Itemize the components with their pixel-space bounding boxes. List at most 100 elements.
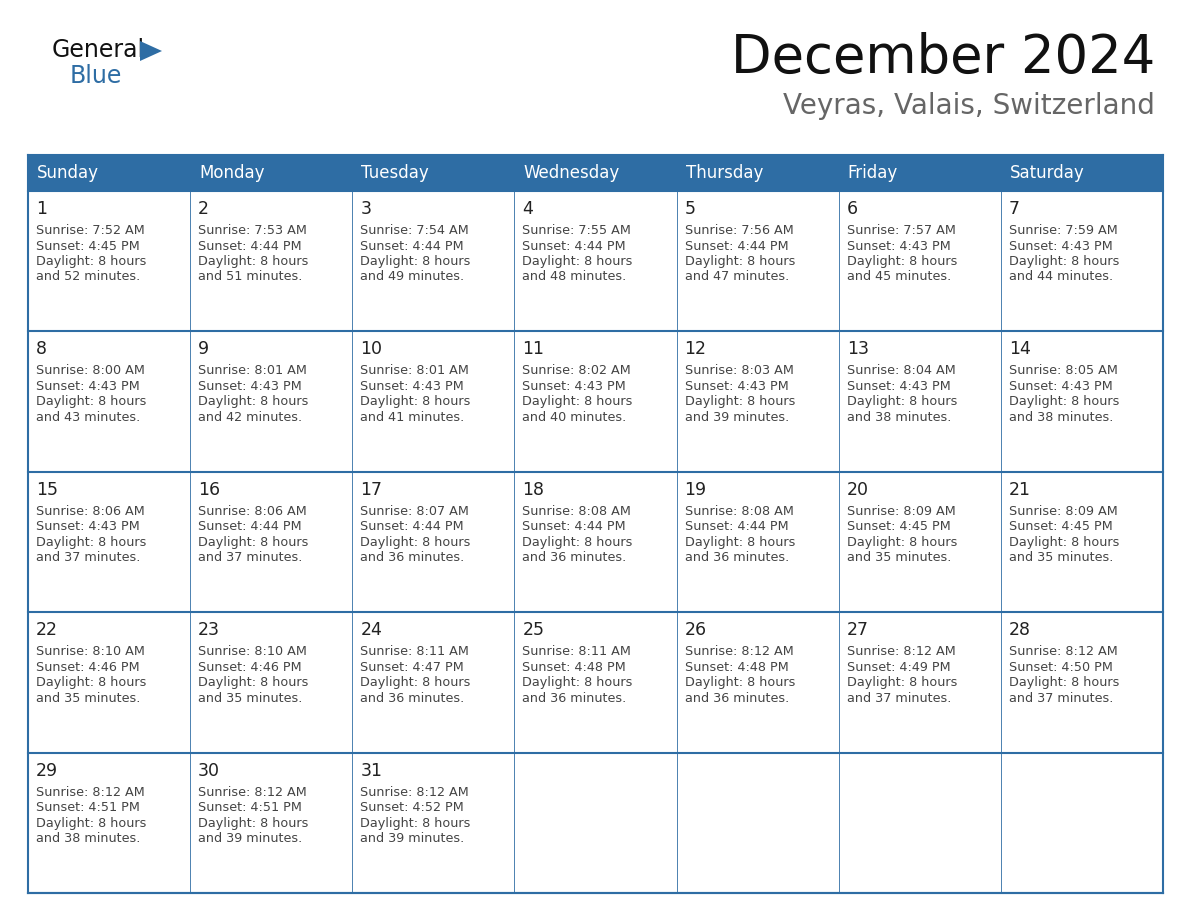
Text: and 52 minutes.: and 52 minutes. xyxy=(36,271,140,284)
Bar xyxy=(514,612,677,753)
Text: 29: 29 xyxy=(36,762,58,779)
Bar xyxy=(1000,612,1163,753)
Text: Daylight: 8 hours: Daylight: 8 hours xyxy=(360,817,470,830)
Text: Daylight: 8 hours: Daylight: 8 hours xyxy=(847,255,958,268)
Text: Sunrise: 8:05 AM: Sunrise: 8:05 AM xyxy=(1009,364,1118,377)
Text: 14: 14 xyxy=(1009,341,1031,358)
Text: Wednesday: Wednesday xyxy=(524,164,620,182)
Text: 3: 3 xyxy=(360,200,372,218)
Text: Sunset: 4:44 PM: Sunset: 4:44 PM xyxy=(198,521,302,533)
Text: Sunset: 4:44 PM: Sunset: 4:44 PM xyxy=(523,521,626,533)
Text: and 35 minutes.: and 35 minutes. xyxy=(36,691,140,705)
Text: Sunset: 4:44 PM: Sunset: 4:44 PM xyxy=(198,240,302,252)
Text: 1: 1 xyxy=(36,200,48,218)
Bar xyxy=(29,753,190,893)
Text: Daylight: 8 hours: Daylight: 8 hours xyxy=(360,396,470,409)
Text: Daylight: 8 hours: Daylight: 8 hours xyxy=(847,536,958,549)
Bar xyxy=(190,472,353,612)
Text: Sunset: 4:52 PM: Sunset: 4:52 PM xyxy=(360,801,465,814)
Bar xyxy=(839,331,1000,472)
Text: Sunset: 4:43 PM: Sunset: 4:43 PM xyxy=(523,380,626,393)
Text: and 45 minutes.: and 45 minutes. xyxy=(847,271,950,284)
Bar xyxy=(514,155,677,191)
Text: 5: 5 xyxy=(684,200,695,218)
Bar xyxy=(514,472,677,612)
Text: Sunrise: 8:12 AM: Sunrise: 8:12 AM xyxy=(36,786,145,799)
Text: 12: 12 xyxy=(684,341,707,358)
Text: 22: 22 xyxy=(36,621,58,639)
Text: Sunset: 4:43 PM: Sunset: 4:43 PM xyxy=(36,521,140,533)
Text: 26: 26 xyxy=(684,621,707,639)
Text: Sunrise: 7:59 AM: Sunrise: 7:59 AM xyxy=(1009,224,1118,237)
Text: Daylight: 8 hours: Daylight: 8 hours xyxy=(198,817,309,830)
Text: Sunrise: 8:06 AM: Sunrise: 8:06 AM xyxy=(36,505,145,518)
Text: and 37 minutes.: and 37 minutes. xyxy=(1009,691,1113,705)
Polygon shape xyxy=(140,41,162,61)
Text: Sunset: 4:43 PM: Sunset: 4:43 PM xyxy=(1009,380,1113,393)
Text: Sunset: 4:45 PM: Sunset: 4:45 PM xyxy=(1009,521,1113,533)
Bar xyxy=(677,612,839,753)
Bar xyxy=(190,331,353,472)
Text: Daylight: 8 hours: Daylight: 8 hours xyxy=(360,536,470,549)
Text: Monday: Monday xyxy=(200,164,265,182)
Text: Sunset: 4:48 PM: Sunset: 4:48 PM xyxy=(523,661,626,674)
Text: Sunrise: 8:12 AM: Sunrise: 8:12 AM xyxy=(198,786,307,799)
Text: Sunrise: 7:52 AM: Sunrise: 7:52 AM xyxy=(36,224,145,237)
Text: Sunset: 4:43 PM: Sunset: 4:43 PM xyxy=(847,380,950,393)
Text: and 36 minutes.: and 36 minutes. xyxy=(684,552,789,565)
Bar xyxy=(190,155,353,191)
Text: Daylight: 8 hours: Daylight: 8 hours xyxy=(36,536,146,549)
Text: 2: 2 xyxy=(198,200,209,218)
Bar xyxy=(1000,472,1163,612)
Text: 11: 11 xyxy=(523,341,544,358)
Text: Sunset: 4:44 PM: Sunset: 4:44 PM xyxy=(360,521,463,533)
Text: Sunrise: 7:57 AM: Sunrise: 7:57 AM xyxy=(847,224,955,237)
Bar xyxy=(677,191,839,331)
Text: Sunrise: 8:01 AM: Sunrise: 8:01 AM xyxy=(360,364,469,377)
Text: Sunset: 4:46 PM: Sunset: 4:46 PM xyxy=(198,661,302,674)
Text: 20: 20 xyxy=(847,481,868,498)
Text: and 35 minutes.: and 35 minutes. xyxy=(847,552,952,565)
Text: Sunset: 4:43 PM: Sunset: 4:43 PM xyxy=(36,380,140,393)
Text: Sunset: 4:51 PM: Sunset: 4:51 PM xyxy=(198,801,302,814)
Text: 17: 17 xyxy=(360,481,383,498)
Text: and 39 minutes.: and 39 minutes. xyxy=(198,832,303,845)
Bar xyxy=(677,753,839,893)
Bar xyxy=(1000,191,1163,331)
Text: 10: 10 xyxy=(360,341,383,358)
Bar xyxy=(514,191,677,331)
Text: and 38 minutes.: and 38 minutes. xyxy=(847,411,952,424)
Bar xyxy=(514,331,677,472)
Bar xyxy=(353,155,514,191)
Text: Sunrise: 8:10 AM: Sunrise: 8:10 AM xyxy=(36,645,145,658)
Text: Daylight: 8 hours: Daylight: 8 hours xyxy=(360,677,470,689)
Bar xyxy=(839,191,1000,331)
Text: Daylight: 8 hours: Daylight: 8 hours xyxy=(198,536,309,549)
Text: and 47 minutes.: and 47 minutes. xyxy=(684,271,789,284)
Text: 28: 28 xyxy=(1009,621,1031,639)
Text: 13: 13 xyxy=(847,341,868,358)
Text: Sunset: 4:45 PM: Sunset: 4:45 PM xyxy=(36,240,140,252)
Text: 19: 19 xyxy=(684,481,707,498)
Text: Sunrise: 8:06 AM: Sunrise: 8:06 AM xyxy=(198,505,307,518)
Bar xyxy=(514,753,677,893)
Text: Sunset: 4:43 PM: Sunset: 4:43 PM xyxy=(847,240,950,252)
Text: and 36 minutes.: and 36 minutes. xyxy=(523,691,627,705)
Bar xyxy=(29,472,190,612)
Text: Daylight: 8 hours: Daylight: 8 hours xyxy=(523,396,633,409)
Text: Daylight: 8 hours: Daylight: 8 hours xyxy=(847,396,958,409)
Text: Sunrise: 8:00 AM: Sunrise: 8:00 AM xyxy=(36,364,145,377)
Text: and 40 minutes.: and 40 minutes. xyxy=(523,411,627,424)
Bar xyxy=(353,191,514,331)
Text: Daylight: 8 hours: Daylight: 8 hours xyxy=(1009,677,1119,689)
Text: Sunset: 4:47 PM: Sunset: 4:47 PM xyxy=(360,661,465,674)
Text: 8: 8 xyxy=(36,341,48,358)
Text: Daylight: 8 hours: Daylight: 8 hours xyxy=(36,396,146,409)
Text: Sunrise: 8:12 AM: Sunrise: 8:12 AM xyxy=(360,786,469,799)
Text: Sunrise: 8:09 AM: Sunrise: 8:09 AM xyxy=(1009,505,1118,518)
Text: General: General xyxy=(52,38,145,62)
Text: Daylight: 8 hours: Daylight: 8 hours xyxy=(36,255,146,268)
Text: Daylight: 8 hours: Daylight: 8 hours xyxy=(36,677,146,689)
Text: Daylight: 8 hours: Daylight: 8 hours xyxy=(198,677,309,689)
Text: 18: 18 xyxy=(523,481,544,498)
